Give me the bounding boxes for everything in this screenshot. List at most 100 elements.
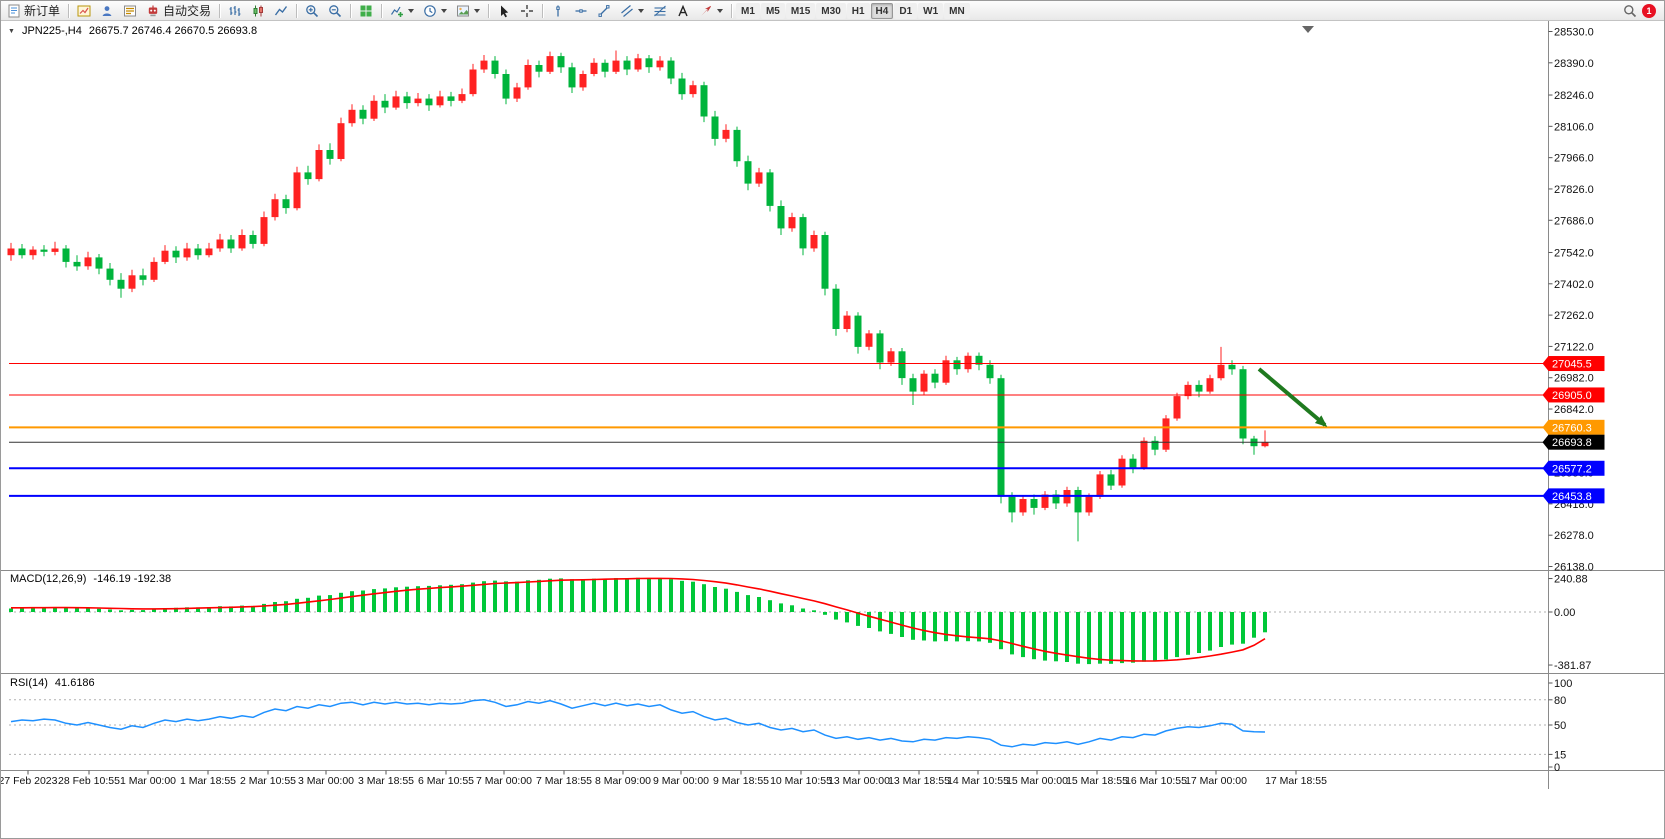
market-watch-button[interactable] — [119, 2, 141, 20]
rsi-label: RSI(14) — [10, 677, 48, 689]
price-badge — [1548, 488, 1605, 504]
svg-text:100: 100 — [1554, 678, 1572, 690]
new-order-label: 新订单 — [24, 4, 61, 18]
timeframe-m5-button[interactable]: M5 — [760, 2, 785, 19]
collapse-triangle-icon[interactable]: ▼ — [8, 27, 15, 35]
separator — [731, 3, 733, 18]
svg-text:27 Feb 2023: 27 Feb 2023 — [1, 775, 58, 787]
svg-text:0.00: 0.00 — [1554, 607, 1575, 619]
timeframe-h4-button[interactable]: H4 — [870, 2, 894, 19]
timeframe-m15-button[interactable]: M15 — [785, 2, 816, 19]
svg-text:27542.0: 27542.0 — [1554, 247, 1594, 259]
svg-text:2 Mar 10:55: 2 Mar 10:55 — [240, 775, 296, 787]
chart-title: ▼ JPN225-,H4 26675.7 26746.4 26670.5 266… — [8, 25, 257, 37]
svg-text:50: 50 — [1554, 720, 1566, 732]
svg-text:16 Mar 10:55: 16 Mar 10:55 — [1125, 775, 1187, 787]
symbol-period-label: JPN225-,H4 — [21, 25, 82, 37]
cursor-button[interactable] — [493, 2, 515, 20]
price-badge — [1548, 387, 1605, 403]
horizontal-line-object[interactable]: 27045.5 — [9, 356, 1605, 372]
line-chart-button[interactable] — [270, 2, 292, 20]
svg-text:27826.0: 27826.0 — [1554, 184, 1594, 196]
search-icon — [1623, 4, 1637, 18]
trend-arrow-object[interactable] — [1257, 367, 1328, 427]
tile-windows-button[interactable] — [355, 2, 377, 20]
svg-text:3 Mar 00:00: 3 Mar 00:00 — [298, 775, 354, 787]
candlestick-series — [7, 50, 1269, 542]
ohlc-bars-icon — [228, 4, 242, 18]
horizontal-line-object[interactable]: 26453.8 — [9, 488, 1605, 504]
horizontal-line-object[interactable]: 26905.0 — [9, 387, 1605, 403]
svg-text:1 Mar 18:55: 1 Mar 18:55 — [180, 775, 236, 787]
new-chart-button[interactable] — [73, 2, 95, 20]
price-badge-pointer — [1542, 460, 1549, 476]
svg-text:80: 80 — [1554, 695, 1566, 707]
fibonacci-icon — [653, 4, 667, 18]
timeframe-m1-button[interactable]: M1 — [736, 2, 760, 19]
text-tool-button[interactable] — [672, 2, 694, 20]
svg-text:0: 0 — [1554, 762, 1560, 774]
chart-shift-marker[interactable] — [1302, 26, 1314, 33]
horizontal-line-tool-button[interactable] — [570, 2, 592, 20]
svg-text:26138.0: 26138.0 — [1554, 561, 1594, 573]
zoom-out-button[interactable] — [324, 2, 346, 20]
new-order-button[interactable]: 新订单 — [4, 2, 64, 20]
timeframe-d1-button[interactable]: D1 — [894, 2, 918, 19]
profiles-button[interactable] — [96, 2, 118, 20]
profile-icon — [100, 4, 114, 18]
svg-text:27402.0: 27402.0 — [1554, 279, 1594, 291]
svg-text:27966.0: 27966.0 — [1554, 153, 1594, 165]
time-axis[interactable]: 27 Feb 2023 28 Feb 10:55 1 Mar 00:00 1 Mar … — [1, 770, 1327, 788]
indicators-button[interactable] — [386, 2, 418, 20]
timeframe-mn-button[interactable]: MN — [944, 2, 970, 19]
vertical-line-tool-button[interactable] — [547, 2, 569, 20]
pane-borders — [1, 21, 1664, 789]
candlestick-chart-button[interactable] — [247, 2, 269, 20]
svg-text:9 Mar 18:55: 9 Mar 18:55 — [713, 775, 769, 787]
horizontal-line-object[interactable]: 26577.2 — [9, 460, 1605, 476]
trendline-tool-button[interactable] — [593, 2, 615, 20]
svg-text:27045.5: 27045.5 — [1552, 359, 1592, 371]
caret-down-icon — [638, 8, 645, 13]
notification-badge[interactable]: 1 — [1642, 3, 1656, 18]
autotrading-button[interactable]: 自动交易 — [142, 2, 215, 20]
bar-chart-button[interactable] — [224, 2, 246, 20]
price-badge — [1548, 356, 1605, 372]
periods-button[interactable] — [419, 2, 451, 20]
indicators-icon — [390, 4, 404, 18]
channel-tool-button[interactable] — [616, 2, 648, 20]
macd-values: -146.19 -192.38 — [93, 573, 172, 585]
separator — [219, 3, 221, 18]
svg-text:26693.8: 26693.8 — [1552, 437, 1592, 449]
price-badge-pointer — [1542, 434, 1549, 450]
macd-label: MACD(12,26,9) — [10, 573, 87, 585]
arrows-tool-button[interactable] — [695, 2, 727, 20]
separator — [296, 3, 298, 18]
zoom-in-button[interactable] — [301, 2, 323, 20]
price-badge-pointer — [1542, 356, 1549, 372]
timeframe-m30-button[interactable]: M30 — [816, 2, 846, 19]
svg-text:27122.0: 27122.0 — [1554, 341, 1594, 353]
svg-text:10 Mar 10:55: 10 Mar 10:55 — [770, 775, 832, 787]
templates-button[interactable] — [452, 2, 484, 20]
channel-icon — [620, 4, 634, 18]
timeframe-w1-button[interactable]: W1 — [918, 2, 944, 19]
crosshair-button[interactable] — [516, 2, 538, 20]
svg-text:3 Mar 18:55: 3 Mar 18:55 — [358, 775, 414, 787]
macd-signal-line — [11, 577, 1266, 662]
caret-down-icon — [408, 8, 415, 13]
caret-down-icon — [474, 8, 481, 13]
svg-text:15: 15 — [1554, 749, 1566, 761]
horizontal-line-object[interactable]: 26760.3 — [9, 419, 1605, 435]
price-axis[interactable]: 28530.0 28390.0 28246.0 28106.0 27966.0 27826… — [1548, 27, 1594, 775]
price-badge-pointer — [1542, 387, 1549, 403]
svg-text:28106.0: 28106.0 — [1554, 121, 1594, 133]
timeframe-h1-button[interactable]: H1 — [846, 2, 870, 19]
fibonacci-tool-button[interactable] — [649, 2, 671, 20]
svg-text:27686.0: 27686.0 — [1554, 215, 1594, 227]
search-button[interactable] — [1619, 2, 1641, 20]
macd-indicator-title: MACD(12,26,9) -146.19 -192.38 — [10, 573, 171, 585]
bid-price-line[interactable]: 26693.8 — [9, 434, 1605, 450]
rsi-line — [10, 699, 1266, 748]
